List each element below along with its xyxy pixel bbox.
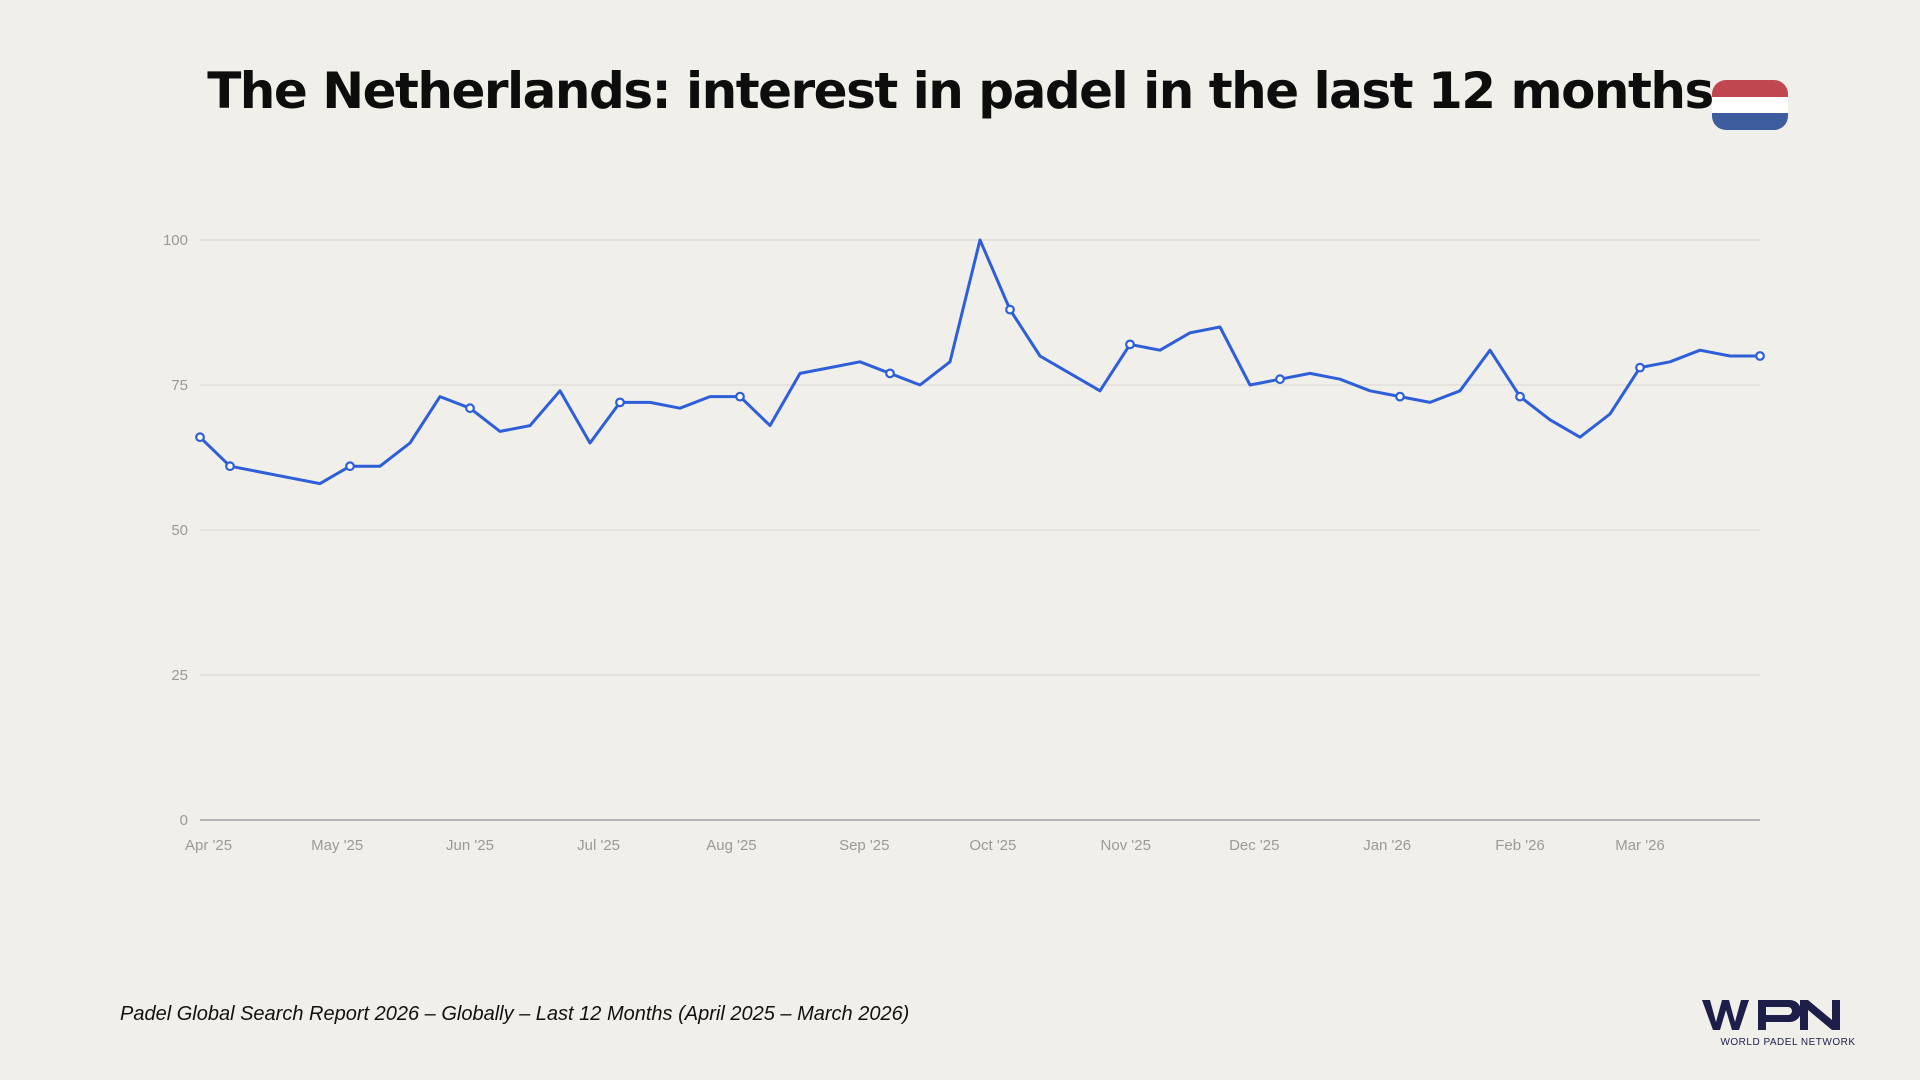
data-point-marker — [1635, 362, 1645, 373]
data-point-marker — [885, 368, 895, 379]
data-point-marker — [1515, 391, 1525, 402]
data-point-marker — [1275, 374, 1285, 385]
footer-source-note: Padel Global Search Report 2026 – Global… — [120, 1003, 910, 1025]
x-tick-label: Feb '26 — [1495, 837, 1545, 854]
x-tick-label: Dec '25 — [1229, 837, 1279, 854]
x-tick-label: Sep '25 — [839, 837, 889, 854]
data-point-marker — [1005, 304, 1015, 315]
data-point-marker — [465, 403, 475, 414]
x-tick-label: Jul '25 — [577, 837, 620, 854]
y-tick-label: 50 — [171, 522, 188, 539]
data-point-marker — [1125, 339, 1135, 350]
series-line — [198, 238, 1760, 486]
y-tick-label: 0 — [180, 812, 188, 829]
x-tick-label: Mar '26 — [1615, 837, 1665, 854]
data-point-marker — [225, 461, 235, 472]
logo-subtitle: WORLD PADEL NETWORK — [1720, 1037, 1855, 1048]
x-tick-label: Oct '25 — [969, 837, 1016, 854]
netherlands-flag-icon — [1712, 80, 1788, 130]
flag-stripe-white — [1712, 96, 1788, 114]
wpn-logo: WORLD PADEL NETWORK — [1702, 1000, 1855, 1048]
flag-stripe-blue — [1712, 113, 1788, 130]
x-tick-label: May '25 — [311, 837, 363, 854]
x-tick-label: Aug '25 — [706, 837, 756, 854]
x-axis-ticks: Apr '25 May '25 Jun '25 Jul '25 Aug '25 Sep '… — [185, 837, 1665, 854]
x-tick-label: Jan '26 — [1363, 837, 1411, 854]
x-tick-label: Apr '25 — [185, 837, 232, 854]
data-point-marker — [1395, 391, 1405, 402]
x-tick-label: Nov '25 — [1101, 837, 1151, 854]
data-point-marker — [195, 432, 205, 443]
data-point-marker — [345, 461, 355, 472]
series-line-group — [195, 238, 1765, 486]
data-point-marker — [1755, 351, 1765, 361]
flag-stripe-red — [1712, 80, 1788, 97]
y-tick-label: 75 — [171, 377, 188, 394]
data-point-marker — [615, 397, 625, 408]
y-axis-ticks: 0 25 50 75 100 — [163, 232, 188, 829]
grid-lines — [200, 239, 1760, 821]
chart-title: The Netherlands: interest in padel in th… — [207, 62, 1714, 120]
x-tick-label: Jun '25 — [446, 837, 494, 854]
data-point-marker — [735, 391, 745, 402]
y-tick-label: 25 — [171, 667, 188, 684]
y-tick-label: 100 — [163, 232, 188, 249]
